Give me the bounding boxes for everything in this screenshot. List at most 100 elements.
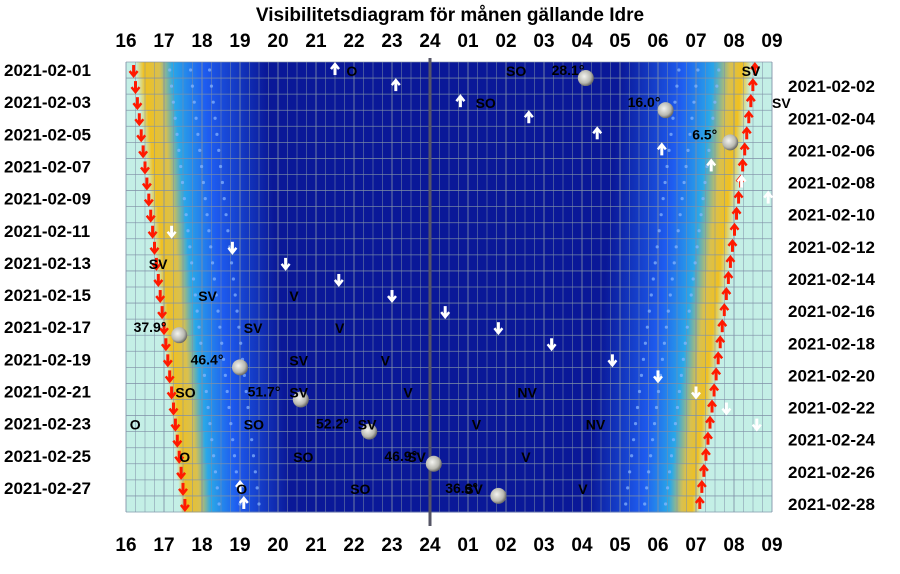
sunset-arrow bbox=[130, 81, 141, 95]
date-label-left: 2021-02-03 bbox=[4, 93, 91, 112]
twilight-dot bbox=[630, 454, 634, 458]
twilight-dot bbox=[652, 422, 657, 426]
twilight-dot bbox=[203, 197, 207, 201]
direction-label: SV bbox=[289, 352, 308, 368]
twilight-dot bbox=[234, 470, 238, 474]
direction-label: O bbox=[130, 417, 141, 433]
twilight-dot bbox=[222, 197, 226, 201]
twilight-dot bbox=[215, 486, 219, 490]
moonset-arrow bbox=[227, 241, 238, 255]
twilight-dot bbox=[692, 100, 696, 104]
direction-label: SV bbox=[198, 288, 217, 304]
sunrise-arrow bbox=[711, 367, 722, 381]
twilight-dot bbox=[673, 422, 678, 426]
x-tick-label-bottom: 06 bbox=[647, 535, 668, 556]
twilight-dot bbox=[193, 293, 197, 297]
moonset-arrow bbox=[751, 418, 762, 432]
x-tick-label-top: 04 bbox=[571, 31, 593, 52]
twilight-dot bbox=[195, 309, 199, 313]
sunrise-arrow bbox=[749, 62, 760, 76]
moon-altitude-label: 52.2° bbox=[316, 416, 349, 432]
date-label-right: 2021-02-28 bbox=[788, 495, 875, 514]
twilight-dot bbox=[670, 277, 674, 281]
sunset-arrow bbox=[157, 306, 168, 320]
sunset-arrow bbox=[168, 402, 179, 416]
twilight-dot bbox=[229, 261, 234, 265]
twilight-dot bbox=[694, 84, 698, 88]
twilight-dot bbox=[665, 486, 670, 490]
twilight-dot bbox=[677, 68, 681, 72]
direction-label: O bbox=[346, 63, 357, 79]
twilight-dot bbox=[209, 84, 214, 88]
sunrise-arrow bbox=[745, 94, 756, 108]
moonrise-arrow bbox=[390, 78, 401, 92]
x-tick-label-top: 09 bbox=[761, 31, 782, 52]
twilight-dot bbox=[684, 164, 688, 169]
direction-label: SO bbox=[506, 63, 526, 79]
x-tick-label-top: 06 bbox=[647, 31, 668, 52]
twilight-dot bbox=[643, 341, 648, 345]
twilight-dot bbox=[191, 277, 196, 281]
sunrise-arrow bbox=[731, 206, 742, 220]
twilight-dot bbox=[218, 164, 223, 169]
twilight-dot bbox=[237, 325, 241, 329]
twilight-dot bbox=[218, 325, 222, 329]
twilight-dot bbox=[688, 132, 692, 136]
twilight-dot bbox=[217, 148, 221, 152]
twilight-dot bbox=[695, 245, 699, 249]
twilight-dot bbox=[232, 454, 237, 458]
twilight-dot bbox=[253, 470, 257, 474]
twilight-dot bbox=[680, 197, 684, 201]
twilight-dot bbox=[639, 373, 644, 377]
twilight-dot bbox=[231, 277, 235, 281]
twilight-dot bbox=[626, 486, 630, 490]
twilight-dot bbox=[182, 197, 186, 201]
moon-altitude-label: 46.9° bbox=[384, 448, 417, 464]
direction-label: SV bbox=[407, 449, 426, 465]
moonset-arrow bbox=[280, 257, 291, 271]
twilight-dot bbox=[660, 357, 665, 361]
direction-label: SV bbox=[289, 384, 308, 400]
moonrise-arrow bbox=[238, 495, 249, 509]
x-tick-label-top: 21 bbox=[305, 31, 327, 52]
moonrise-arrow bbox=[523, 110, 534, 124]
twilight-dot bbox=[197, 325, 201, 329]
twilight-dot bbox=[697, 229, 701, 233]
sunset-arrow bbox=[174, 450, 185, 464]
sunset-arrow bbox=[155, 290, 166, 304]
twilight-dot bbox=[661, 197, 665, 201]
date-label-right: 2021-02-18 bbox=[788, 334, 875, 353]
x-tick-label-top: 01 bbox=[457, 31, 479, 52]
twilight-dot bbox=[223, 373, 227, 377]
twilight-dot bbox=[628, 470, 632, 474]
direction-label: NV bbox=[586, 417, 606, 433]
sunset-arrow bbox=[166, 386, 177, 400]
twilight-dot bbox=[683, 341, 687, 345]
sunset-arrow bbox=[172, 434, 183, 448]
twilight-dot bbox=[220, 180, 225, 185]
twilight-dot bbox=[693, 261, 697, 265]
x-tick-label-bottom: 17 bbox=[153, 535, 174, 556]
direction-label: SV bbox=[772, 95, 791, 111]
twilight-dot bbox=[221, 357, 226, 361]
moon-phase-icon bbox=[425, 455, 442, 472]
sunrise-arrow bbox=[694, 495, 705, 509]
date-label-left: 2021-02-23 bbox=[4, 415, 91, 434]
twilight-dot bbox=[711, 116, 715, 120]
twilight-dot bbox=[173, 116, 177, 120]
date-label-right: 2021-02-26 bbox=[788, 463, 875, 482]
twilight-dot bbox=[190, 261, 194, 265]
sunset-arrow bbox=[162, 354, 173, 368]
x-tick-label-top: 16 bbox=[115, 31, 136, 52]
twilight-dot bbox=[202, 373, 207, 377]
moon-altitude-label: 6.5° bbox=[692, 126, 717, 142]
date-label-right: 2021-02-22 bbox=[788, 399, 875, 418]
twilight-dot bbox=[188, 245, 192, 249]
date-label-right: 2021-02-02 bbox=[788, 77, 875, 96]
date-label-right: 2021-02-08 bbox=[788, 174, 875, 193]
date-label-left: 2021-02-17 bbox=[4, 318, 91, 337]
date-label-right: 2021-02-14 bbox=[788, 270, 876, 289]
sunset-arrow bbox=[178, 482, 188, 496]
date-label-left: 2021-02-01 bbox=[4, 61, 91, 80]
date-label-right: 2021-02-16 bbox=[788, 302, 875, 321]
